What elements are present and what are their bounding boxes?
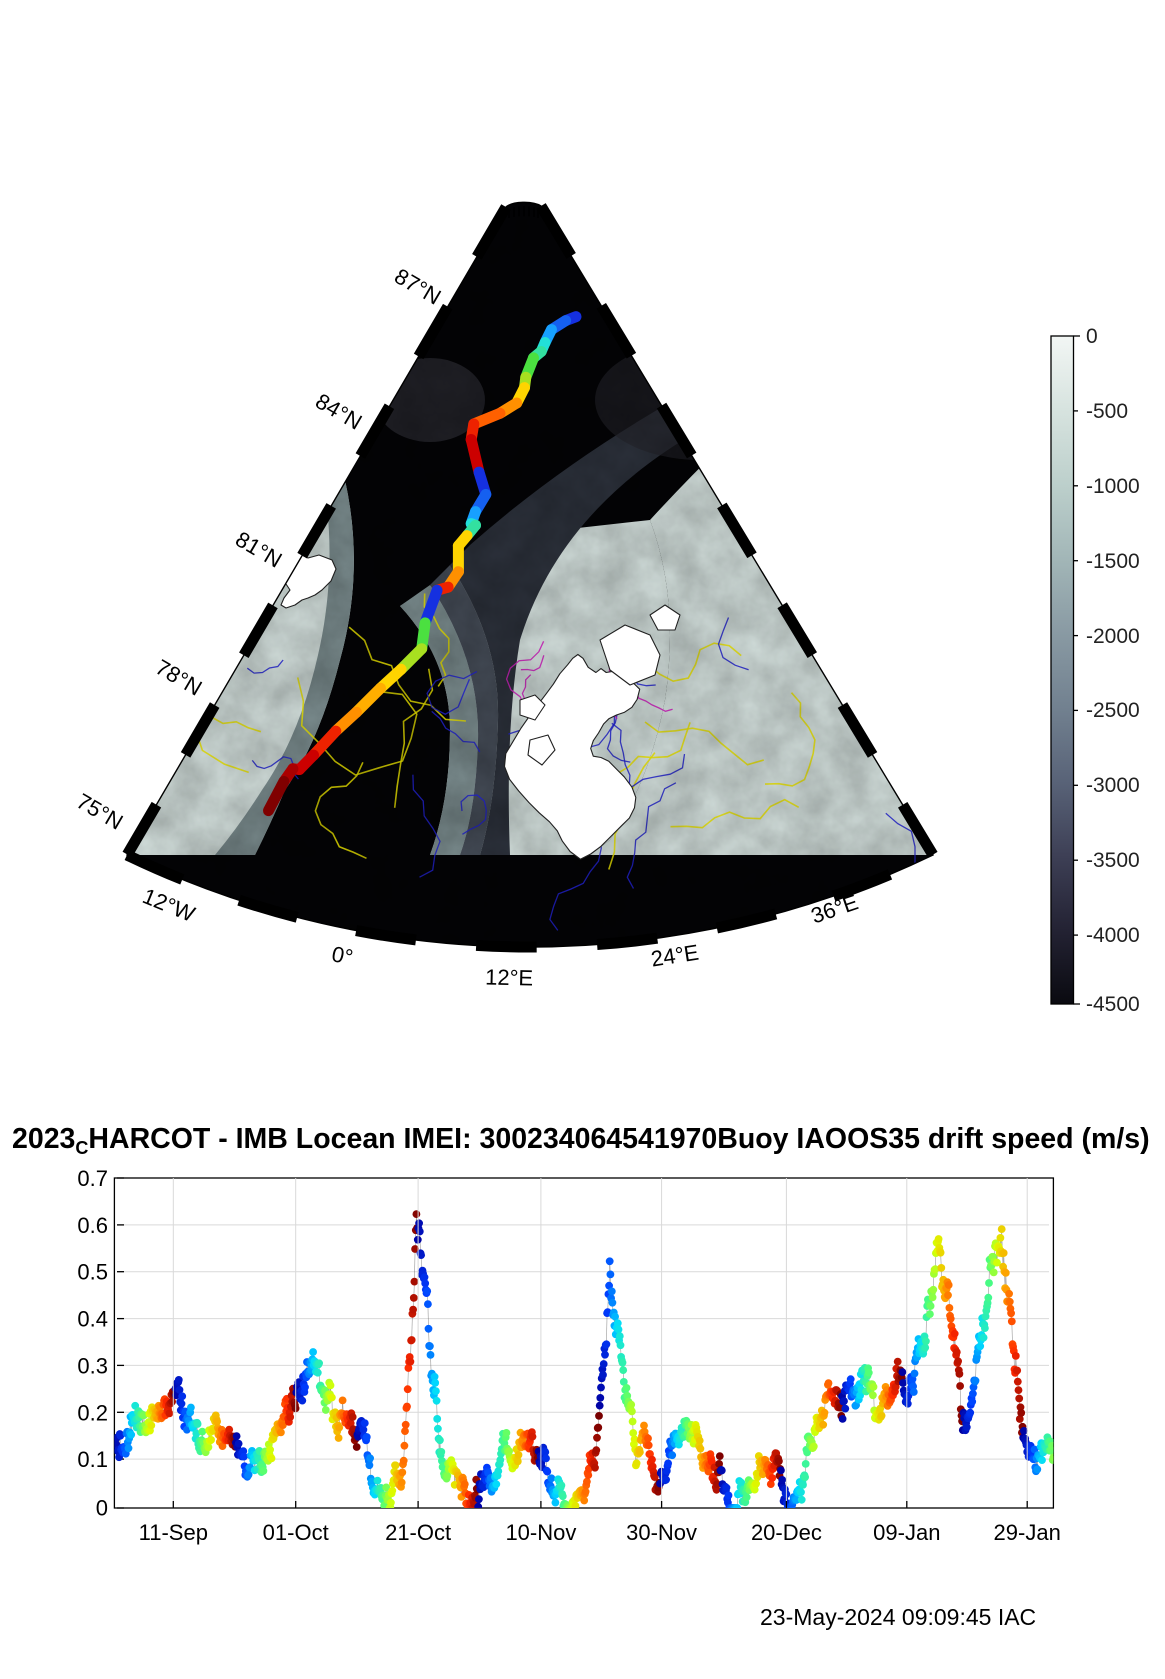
svg-text:0.5: 0.5 [77, 1260, 108, 1285]
svg-text:01-Oct: 01-Oct [263, 1520, 329, 1545]
svg-text:10-Nov: 10-Nov [505, 1520, 576, 1545]
svg-text:-2500: -2500 [1086, 699, 1140, 722]
svg-text:11-Sep: 11-Sep [139, 1520, 208, 1545]
svg-text:09-Jan: 09-Jan [873, 1520, 940, 1545]
svg-text:0.2: 0.2 [77, 1400, 108, 1425]
svg-text:12°W: 12°W [139, 883, 199, 927]
svg-text:0.7: 0.7 [77, 1166, 108, 1191]
svg-text:24°E: 24°E [649, 940, 700, 972]
svg-text:84°N: 84°N [311, 388, 366, 434]
svg-text:-500: -500 [1086, 400, 1128, 423]
svg-text:75°N: 75°N [72, 788, 127, 834]
svg-text:87°N: 87°N [390, 263, 445, 309]
svg-text:-3500: -3500 [1086, 849, 1140, 872]
svg-text:29-Jan: 29-Jan [994, 1520, 1061, 1545]
svg-text:-2000: -2000 [1086, 625, 1140, 648]
svg-text:12°E: 12°E [485, 964, 534, 990]
svg-text:-1500: -1500 [1086, 550, 1140, 573]
svg-text:-4500: -4500 [1086, 993, 1140, 1016]
svg-text:81°N: 81°N [231, 526, 286, 572]
svg-text:20-Dec: 20-Dec [751, 1520, 822, 1545]
svg-text:21-Oct: 21-Oct [385, 1520, 451, 1545]
svg-text:-1000: -1000 [1086, 475, 1140, 498]
svg-text:0: 0 [1086, 325, 1098, 348]
svg-text:0.4: 0.4 [77, 1307, 108, 1332]
svg-text:-3000: -3000 [1086, 774, 1140, 797]
svg-text:78°N: 78°N [151, 654, 206, 700]
svg-text:30-Nov: 30-Nov [626, 1520, 697, 1545]
svg-text:0.6: 0.6 [77, 1213, 108, 1238]
svg-text:0.1: 0.1 [77, 1447, 108, 1472]
svg-text:0: 0 [96, 1496, 108, 1521]
svg-text:-4000: -4000 [1086, 924, 1140, 947]
svg-text:2023CHARCOT - IMB Locean IMEI:: 2023CHARCOT - IMB Locean IMEI: 300234064… [12, 1123, 1150, 1158]
svg-text:0°: 0° [330, 941, 356, 970]
svg-text:23-May-2024 09:09:45 IAC: 23-May-2024 09:09:45 IAC [760, 1604, 1036, 1630]
svg-text:0.3: 0.3 [77, 1353, 108, 1378]
